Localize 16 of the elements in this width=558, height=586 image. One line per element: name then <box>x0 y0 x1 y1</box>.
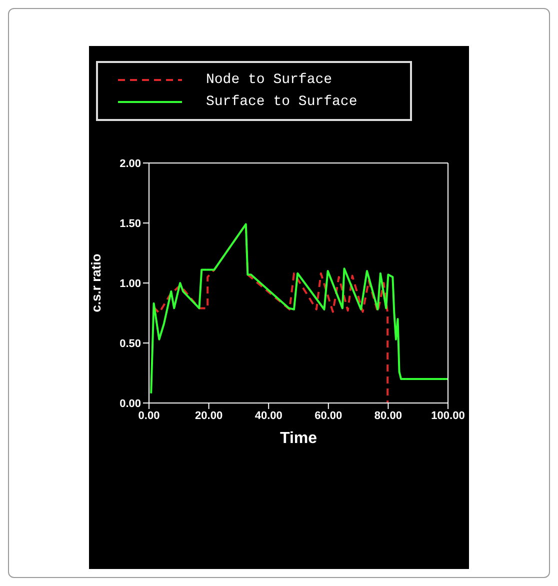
x-tick-label: 20.00 <box>195 410 223 422</box>
y-tick-label: 1.50 <box>120 218 141 230</box>
x-tick-label: 40.00 <box>254 410 282 422</box>
legend-label: Surface to Surface <box>206 94 358 110</box>
x-tick-label: 100.00 <box>431 410 465 422</box>
y-tick-label: 2.00 <box>120 158 141 170</box>
x-axis-title: Time <box>280 430 318 447</box>
x-tick-label: 80.00 <box>374 410 402 422</box>
y-tick-label: 0.00 <box>120 398 141 410</box>
line-series <box>150 223 448 394</box>
x-tick-label: 0.00 <box>138 410 160 422</box>
y-tick-label: 0.50 <box>120 338 141 350</box>
x-tick-label: 60.00 <box>314 410 342 422</box>
y-axis-title: c.s.r ratio <box>88 254 104 312</box>
y-tick-label: 1.00 <box>120 278 141 290</box>
legend-label: Node to Surface <box>206 72 332 88</box>
